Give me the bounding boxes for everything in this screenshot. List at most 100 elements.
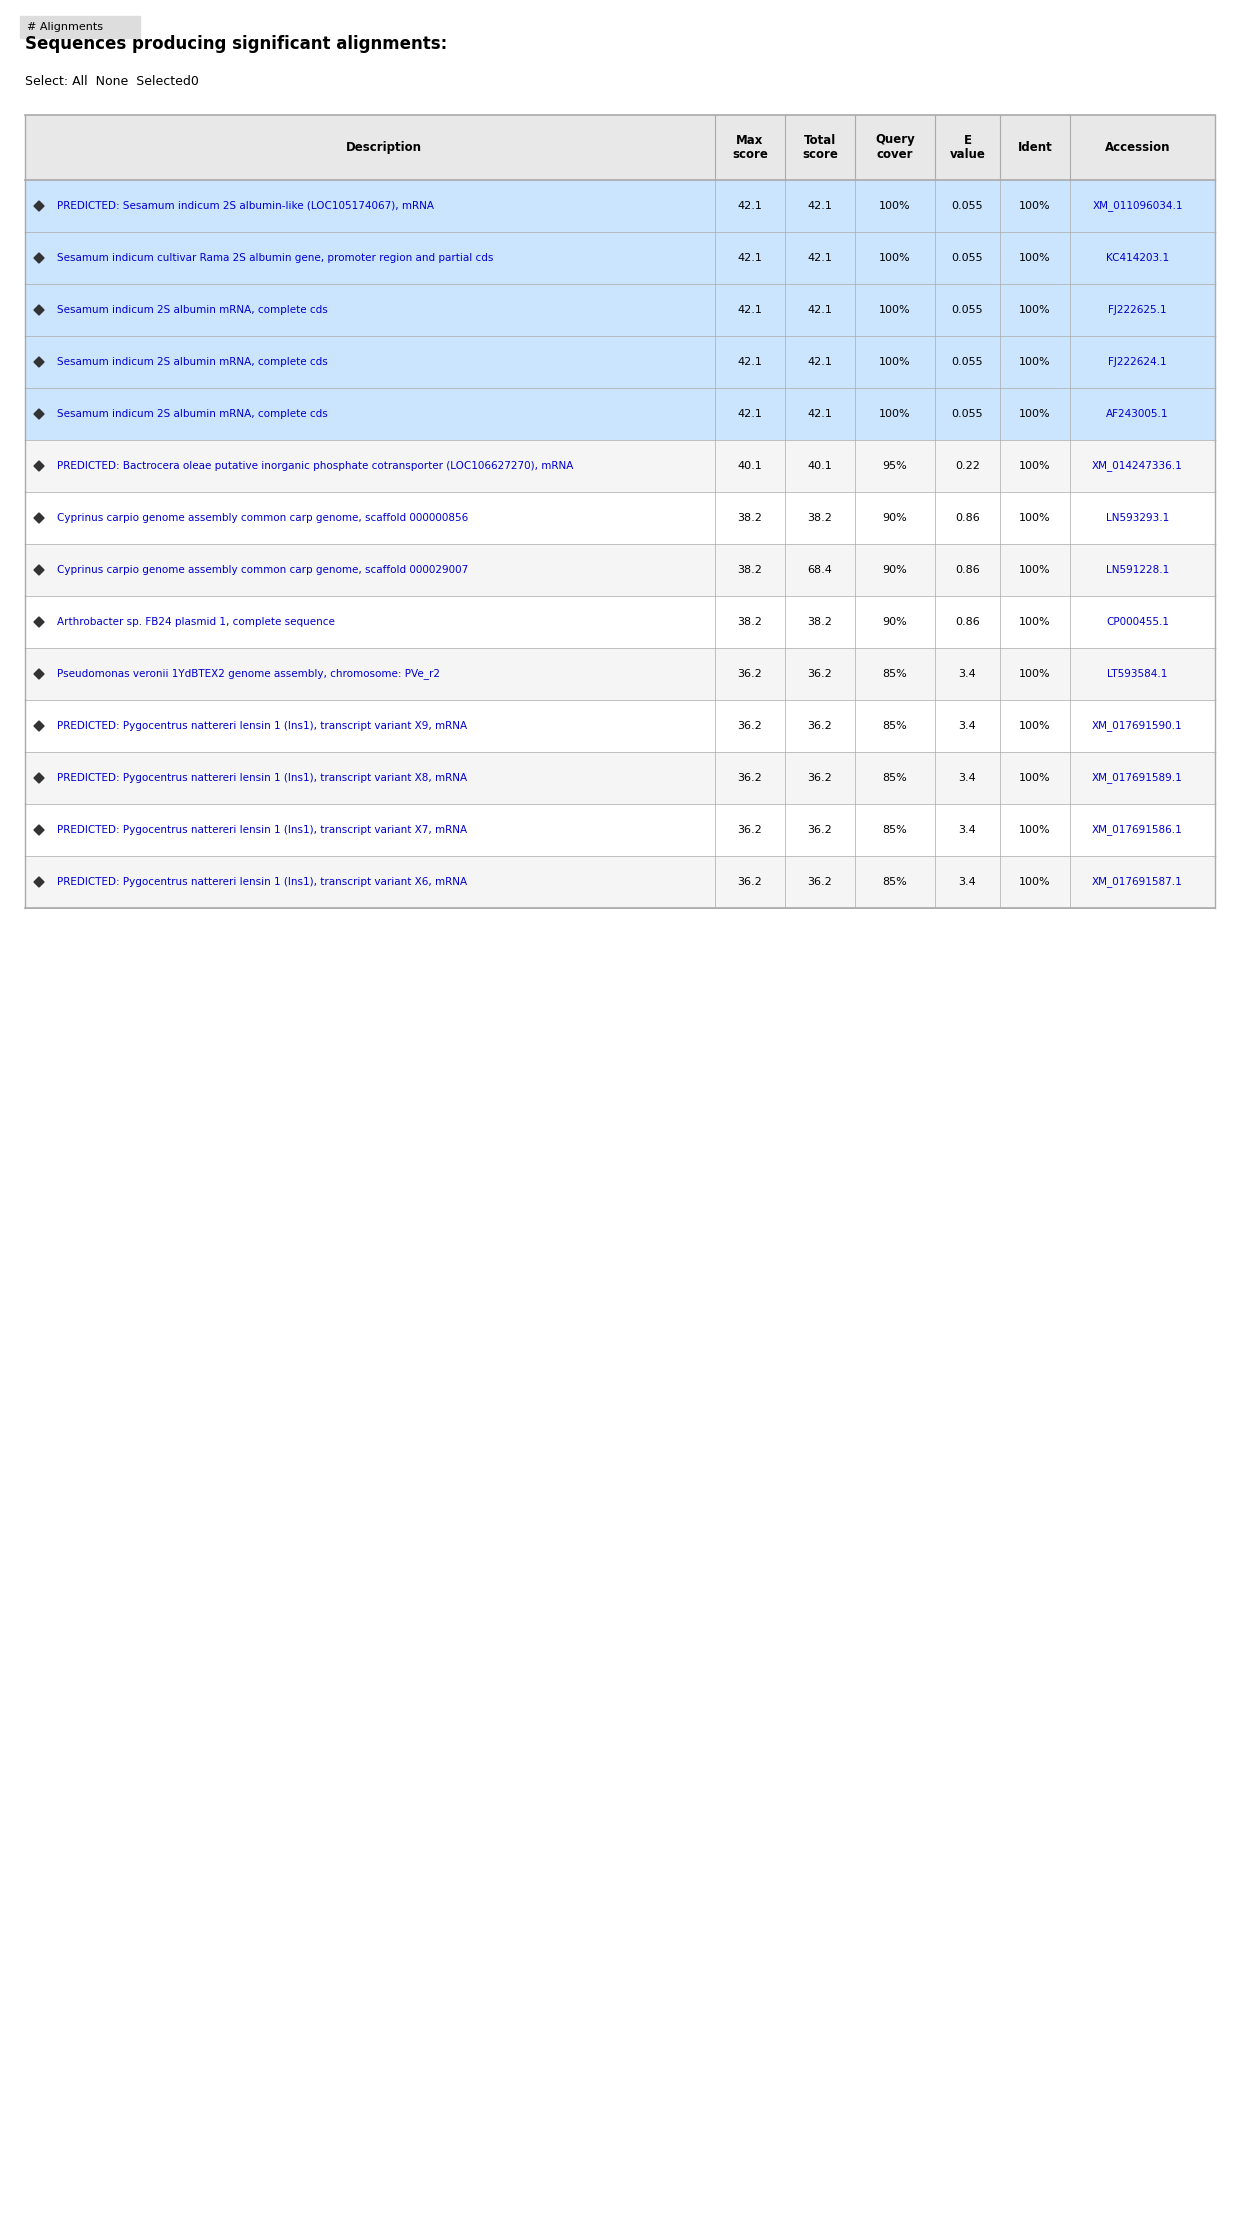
Text: 100%: 100% [1019,564,1050,575]
Text: 100%: 100% [1019,202,1050,210]
Polygon shape [33,824,43,835]
Text: PREDICTED: Sesamum indicum 2S albumin-like (LOC105174067), mRNA: PREDICTED: Sesamum indicum 2S albumin-li… [57,202,434,210]
Bar [25,233,1215,284]
Text: 36.2: 36.2 [738,824,763,835]
Text: 95%: 95% [883,461,908,470]
Text: XM_017691587.1: XM_017691587.1 [1092,875,1183,887]
Text: FJ222624.1: FJ222624.1 [1109,356,1167,367]
Text: 0.055: 0.055 [951,202,983,210]
Text: LN591228.1: LN591228.1 [1106,564,1169,575]
Text: 42.1: 42.1 [738,305,763,316]
Text: 100%: 100% [1019,824,1050,835]
Text: 100%: 100% [1019,669,1050,678]
Polygon shape [33,305,43,316]
Text: AF243005.1: AF243005.1 [1106,410,1169,419]
Text: 42.1: 42.1 [807,202,832,210]
Polygon shape [33,202,43,210]
Text: 3.4: 3.4 [959,772,976,784]
Polygon shape [33,564,43,575]
Text: Sesamum indicum cultivar Rama 2S albumin gene, promoter region and partial cds: Sesamum indicum cultivar Rama 2S albumin… [57,253,494,262]
Text: Sesamum indicum 2S albumin mRNA, complete cds: Sesamum indicum 2S albumin mRNA, complet… [57,410,327,419]
Text: PREDICTED: Pygocentrus nattereri lensin 1 (lns1), transcript variant X9, mRNA: PREDICTED: Pygocentrus nattereri lensin … [57,721,467,730]
Text: KC414203.1: KC414203.1 [1106,253,1169,262]
Text: Sequences producing significant alignments:: Sequences producing significant alignmen… [25,36,448,54]
Bar [25,284,1215,336]
Text: 42.1: 42.1 [807,253,832,262]
Polygon shape [33,721,43,730]
Text: Max
score: Max score [732,134,768,161]
Text: 100%: 100% [1019,772,1050,784]
Text: 0.86: 0.86 [955,513,980,524]
Text: 85%: 85% [883,669,908,678]
Text: PREDICTED: Bactrocera oleae putative inorganic phosphate cotransporter (LOC10662: PREDICTED: Bactrocera oleae putative ino… [57,461,573,470]
Text: 68.4: 68.4 [807,564,832,575]
Text: Cyprinus carpio genome assembly common carp genome, scaffold 000029007: Cyprinus carpio genome assembly common c… [57,564,469,575]
Text: 85%: 85% [883,824,908,835]
Bar [25,544,1215,596]
Text: 38.2: 38.2 [738,564,763,575]
Text: XM_014247336.1: XM_014247336.1 [1092,461,1183,472]
Bar [25,647,1215,701]
Bar [25,855,1215,909]
Text: 0.86: 0.86 [955,564,980,575]
Text: Sesamum indicum 2S albumin mRNA, complete cds: Sesamum indicum 2S albumin mRNA, complet… [57,305,327,316]
Text: CP000455.1: CP000455.1 [1106,618,1169,627]
Text: 100%: 100% [879,202,911,210]
Bar [25,179,1215,233]
Text: XM_017691590.1: XM_017691590.1 [1092,721,1183,732]
Text: Pseudomonas veronii 1YdBTEX2 genome assembly, chromosome: PVe_r2: Pseudomonas veronii 1YdBTEX2 genome asse… [57,669,440,678]
Text: 42.1: 42.1 [738,356,763,367]
Polygon shape [33,618,43,627]
Text: 0.055: 0.055 [951,410,983,419]
Text: 42.1: 42.1 [738,202,763,210]
Text: LN593293.1: LN593293.1 [1106,513,1169,524]
Bar [25,596,1215,647]
Text: 100%: 100% [1019,721,1050,730]
Text: E
value: E value [950,134,986,161]
Text: Accession: Accession [1105,141,1171,154]
Text: XM_017691586.1: XM_017691586.1 [1092,824,1183,835]
Text: 40.1: 40.1 [738,461,763,470]
Text: PREDICTED: Pygocentrus nattereri lensin 1 (lns1), transcript variant X7, mRNA: PREDICTED: Pygocentrus nattereri lensin … [57,824,467,835]
Polygon shape [33,461,43,470]
Text: 36.2: 36.2 [807,669,832,678]
Bar [25,752,1215,804]
Text: 100%: 100% [879,356,911,367]
Text: 36.2: 36.2 [807,772,832,784]
Text: 100%: 100% [1019,356,1050,367]
Text: 3.4: 3.4 [959,878,976,887]
Polygon shape [33,356,43,367]
Text: 36.2: 36.2 [807,721,832,730]
Bar [25,336,1215,387]
Polygon shape [33,772,43,784]
Text: 100%: 100% [1019,618,1050,627]
Polygon shape [33,878,43,887]
Text: 42.1: 42.1 [738,253,763,262]
Bar [25,114,1215,179]
Bar [25,701,1215,752]
Text: Query
cover: Query cover [875,134,915,161]
Text: 100%: 100% [879,305,911,316]
Text: 40.1: 40.1 [807,461,832,470]
Text: # Alignments: # Alignments [27,22,103,31]
Text: 90%: 90% [883,513,908,524]
Text: 85%: 85% [883,878,908,887]
Text: 36.2: 36.2 [738,669,763,678]
Text: 0.055: 0.055 [951,253,983,262]
Bar [25,804,1215,855]
Text: 36.2: 36.2 [807,878,832,887]
Text: 100%: 100% [1019,513,1050,524]
Text: 38.2: 38.2 [807,513,832,524]
Text: Total
score: Total score [802,134,838,161]
Text: 38.2: 38.2 [738,513,763,524]
Text: 100%: 100% [879,410,911,419]
Text: 100%: 100% [1019,461,1050,470]
Text: 90%: 90% [883,618,908,627]
Text: Select: All  None  Selected0: Select: All None Selected0 [25,74,198,87]
Text: Ident: Ident [1018,141,1053,154]
Text: 38.2: 38.2 [807,618,832,627]
Text: 0.055: 0.055 [951,356,983,367]
Polygon shape [33,513,43,524]
Text: Cyprinus carpio genome assembly common carp genome, scaffold 000000856: Cyprinus carpio genome assembly common c… [57,513,469,524]
Text: 36.2: 36.2 [738,772,763,784]
